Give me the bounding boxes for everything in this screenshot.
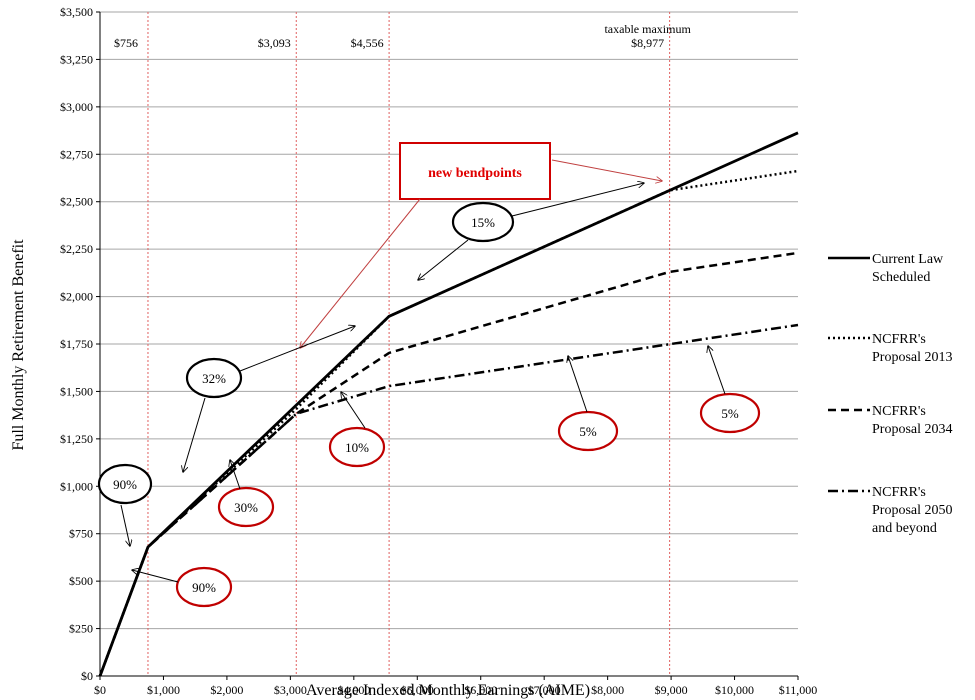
bendpoint-lines: [147, 12, 671, 676]
ellipse-30-red-label: 30%: [234, 500, 258, 515]
ellipse-30-red: [217, 486, 275, 528]
y-tick-label: $0: [81, 669, 93, 683]
ellipse-5-red-a: [557, 410, 619, 452]
x-tick-label: $11,000: [779, 683, 818, 697]
legend-label-line1: Current Law: [872, 252, 944, 267]
arrow-90-black: [120, 504, 130, 546]
arrow-90-red: [132, 570, 179, 583]
legend-label-line1: NCFRR's: [872, 485, 926, 500]
x-tick-label: $10,000: [715, 683, 754, 697]
legend-label-line1: NCFRR's: [872, 404, 926, 419]
new-bendpoints-arrow-left: [300, 198, 421, 348]
legend-item-proposal-2050: NCFRR's Proposal 2050 and beyond: [828, 485, 953, 536]
x-tick-label: $6,000: [464, 683, 497, 697]
x-tick-label: $9,000: [655, 683, 688, 697]
arrow-5-red-b: [708, 346, 726, 395]
ellipse-10-red-label: 10%: [345, 440, 369, 455]
ellipse-90-black-label: 90%: [113, 477, 137, 492]
legend-label-line1: NCFRR's: [872, 332, 926, 347]
ellipse-15-black-label: 15%: [471, 215, 495, 230]
series-line-dashed: [98, 251, 799, 677]
ellipse-10-red: [328, 426, 386, 468]
legend-label-line2: Proposal 2034: [872, 422, 953, 437]
arrow-15-black-down: [418, 239, 469, 280]
y-tick-label: $250: [69, 622, 93, 636]
bendpoint-label: $3,093: [258, 36, 291, 50]
new-bendpoints-arrow-right: [551, 159, 662, 181]
ellipse-90-black: [97, 463, 153, 505]
new-bendpoints-label: new bendpoints: [428, 166, 522, 181]
y-tick-label: $750: [69, 527, 93, 541]
arrow-30-red: [230, 460, 241, 490]
legend-label-line2: Proposal 2013: [872, 350, 953, 365]
arrow-15-black-right: [511, 183, 644, 217]
x-tick-label: $7,000: [528, 683, 561, 697]
arrow-32-black-up: [239, 326, 355, 372]
new-bendpoints-box: [399, 142, 551, 200]
bendpoint-labels: $756 $3,093 $4,556 taxable maximum$8,977: [114, 22, 691, 50]
y-tick-label: $3,500: [60, 5, 93, 19]
x-tick-label: $1,000: [147, 683, 180, 697]
legend-item-current-law: Current Law Scheduled: [828, 252, 944, 285]
y-tick-label: $1,000: [60, 479, 93, 493]
x-tick-label: $0: [94, 683, 106, 697]
ellipse-5-red-a-label: 5%: [579, 424, 597, 439]
legend-item-proposal-2034: NCFRR's Proposal 2034: [828, 404, 953, 437]
y-tick-label: $500: [69, 574, 93, 588]
series-line-solid: [98, 131, 799, 677]
y-tick-label: $1,500: [60, 384, 93, 398]
ellipse-32-black: [185, 357, 243, 399]
x-tick-label: $4,000: [337, 683, 370, 697]
x-axis-title: Average Indexed Monthly Earnings (AIME): [306, 682, 590, 699]
x-tick-label: $2,000: [210, 683, 243, 697]
tick-labels: $0 $250 $500 $750 $1,000 $1,250 $1,500 $1,750 $2…: [60, 5, 817, 697]
arrow-10-red: [341, 392, 366, 429]
annotations: new bendpoints 90% 32% 15% 90% 30% 10% 5…: [97, 142, 761, 608]
x-tick-label: $3,000: [274, 683, 307, 697]
legend-label-line2: Scheduled: [872, 270, 930, 285]
series-lines: [98, 131, 799, 677]
arrow-5-red-a: [568, 356, 588, 413]
legend-item-proposal-2013: NCFRR's Proposal 2013: [828, 332, 953, 365]
ellipse-5-red-b: [699, 392, 761, 434]
y-axis-title: Full Monthly Retirement Benefit: [10, 239, 27, 451]
legend: Current Law Scheduled NCFRR's Proposal 2…: [828, 252, 953, 536]
bendpoint-label: $8,977: [631, 36, 664, 50]
bendpoint-label: $756: [114, 36, 138, 50]
ellipse-90-red-label: 90%: [192, 580, 216, 595]
y-tick-label: $1,750: [60, 337, 93, 351]
x-tick-label: $8,000: [591, 683, 624, 697]
y-tick-label: $3,250: [60, 52, 93, 66]
y-tick-label: $1,250: [60, 432, 93, 446]
ellipse-90-red: [175, 566, 233, 608]
y-tick-label: $2,250: [60, 242, 93, 256]
legend-label-line2: Proposal 2050: [872, 503, 953, 518]
ellipse-15-black: [451, 201, 515, 243]
axes: [96, 11, 799, 680]
ellipse-5-red-b-label: 5%: [721, 406, 739, 421]
y-tick-label: $2,000: [60, 290, 93, 304]
arrow-32-black-down: [183, 397, 206, 472]
y-tick-label: $2,750: [60, 147, 93, 161]
x-tick-label: $5,000: [401, 683, 434, 697]
legend-label-line3: and beyond: [872, 521, 937, 536]
bendpoint-label: $4,556: [351, 36, 384, 50]
ellipse-32-black-label: 32%: [202, 371, 226, 386]
taxable-maximum-label: taxable maximum: [604, 22, 691, 36]
grid-lines: [100, 11, 798, 630]
y-tick-label: $3,000: [60, 100, 93, 114]
y-tick-label: $2,500: [60, 195, 93, 209]
